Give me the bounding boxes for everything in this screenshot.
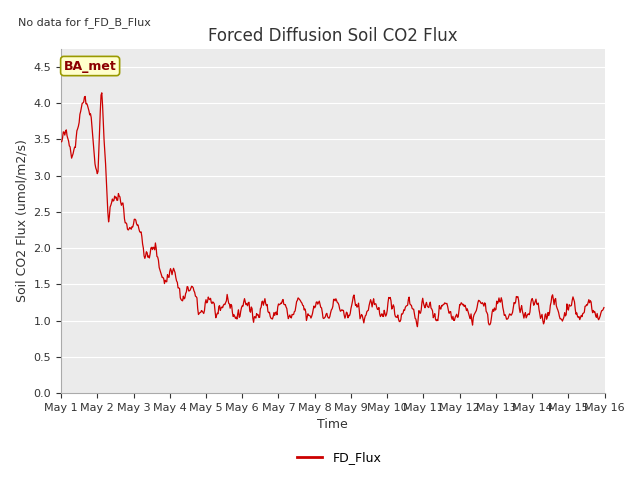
- X-axis label: Time: Time: [317, 419, 348, 432]
- Text: No data for f_FD_B_Flux: No data for f_FD_B_Flux: [17, 17, 150, 28]
- Legend: FD_Flux: FD_Flux: [292, 446, 386, 469]
- Y-axis label: Soil CO2 Flux (umol/m2/s): Soil CO2 Flux (umol/m2/s): [15, 140, 28, 302]
- Title: Forced Diffusion Soil CO2 Flux: Forced Diffusion Soil CO2 Flux: [208, 26, 458, 45]
- Text: BA_met: BA_met: [64, 60, 116, 72]
